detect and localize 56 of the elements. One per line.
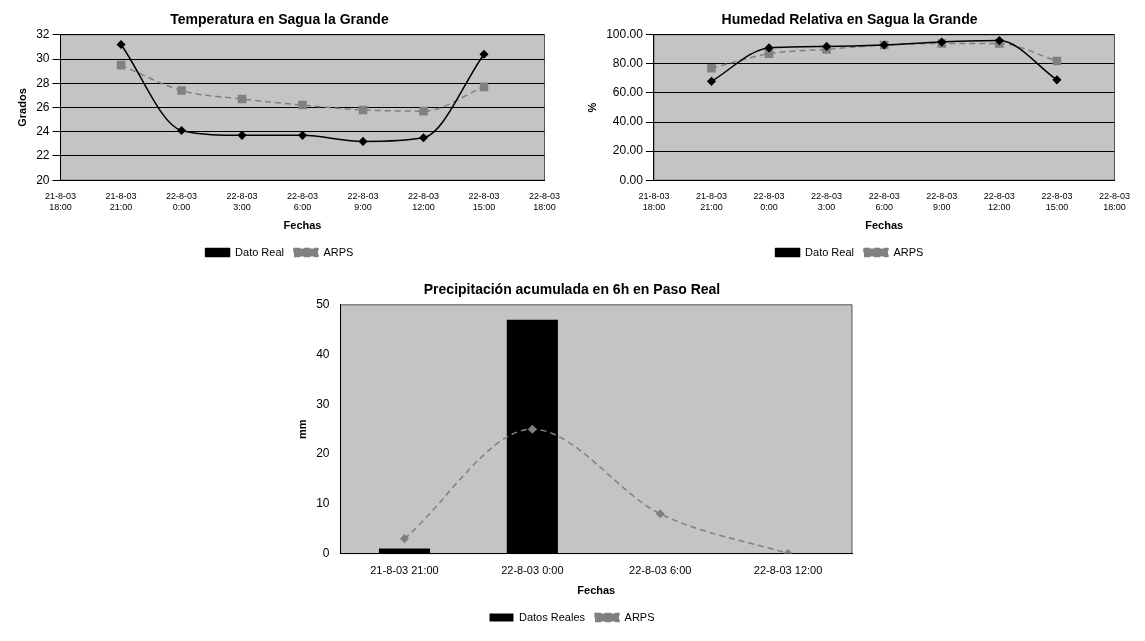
x-tick-label: 21-8-03 21:00 — [105, 191, 137, 212]
y-tick-label: 40 — [316, 346, 330, 361]
x-tick-label: 21-8-03 18:00 — [638, 191, 670, 212]
chart-title: Humedad Relativa en Sagua la Grande — [721, 11, 978, 28]
y-tick-label: 100.00 — [606, 27, 644, 42]
legend-label: ARPS — [323, 245, 354, 258]
legend-label: Dato Real — [235, 245, 284, 258]
y-tick-label: 50 — [316, 297, 330, 312]
y-tick-label: 26 — [36, 99, 50, 114]
y-tick-label: 30 — [36, 51, 50, 66]
x-tick-label: 22-8-03 15:00 — [1041, 191, 1073, 212]
x-tick-label: 22-8-03 0:00 — [753, 191, 785, 212]
legend-label: Dato Real — [805, 245, 854, 258]
y-tick-label: 60.00 — [612, 85, 644, 100]
x-tick-label: 22-8-03 18:00 — [1098, 191, 1131, 212]
x-tick-label: 22-8-03 12:00 — [407, 191, 440, 212]
x-tick-label: 22-8-03 12:00 — [983, 191, 1015, 212]
y-tick-label: 0.00 — [619, 172, 644, 187]
x-tick-label: 22-8-03 6:00 — [287, 191, 319, 212]
x-tick-label: 22-8-03 15:00 — [468, 191, 500, 212]
x-tick-label: 22-8-03 9:00 — [347, 191, 379, 212]
y-tick-label: 32 — [36, 27, 50, 42]
y-tick-label: 80.00 — [612, 56, 644, 71]
y-tick-label: 40.00 — [612, 114, 644, 129]
x-axis-title: Fechas — [865, 219, 904, 232]
x-tick-label: 21-8-03 18:00 — [45, 191, 77, 212]
x-tick-label: 22-8-03 6:00 — [629, 564, 692, 577]
y-tick-label: 20.00 — [612, 143, 644, 158]
x-tick-label: 22-8-03 12:00 — [753, 564, 823, 577]
y-tick-label: 22 — [36, 148, 50, 163]
x-axis-title: Fechas — [577, 584, 616, 597]
x-tick-label: 22-8-03 6:00 — [868, 191, 900, 212]
x-tick-label: 22-8-03 18:00 — [528, 191, 561, 212]
y-axis-title: mm — [295, 419, 308, 439]
legend-label: Datos Reales — [519, 610, 586, 623]
x-tick-label: 21-8-03 21:00 — [695, 191, 727, 212]
y-axis-title: Grados — [15, 88, 28, 127]
legend-label: ARPS — [624, 610, 655, 623]
x-tick-label: 22-8-03 9:00 — [926, 191, 958, 212]
y-tick-label: 10 — [316, 496, 330, 511]
y-tick-label: 24 — [36, 124, 50, 139]
x-axis-title: Fechas — [283, 219, 322, 232]
y-axis-title: % — [585, 102, 598, 113]
x-tick-label: 22-8-03 3:00 — [811, 191, 843, 212]
legend-label: ARPS — [893, 245, 924, 258]
y-tick-label: 20 — [36, 172, 50, 187]
chart-title: Precipitación acumulada en 6h en Paso Real — [423, 281, 721, 298]
x-tick-label: 22-8-03 0:00 — [166, 191, 198, 212]
y-tick-label: 28 — [36, 75, 50, 90]
x-tick-label: 21-8-03 21:00 — [370, 564, 439, 577]
x-tick-label: 22-8-03 0:00 — [501, 564, 564, 577]
y-tick-label: 0 — [322, 545, 330, 560]
x-tick-label: 22-8-03 3:00 — [226, 191, 258, 212]
y-tick-label: 20 — [316, 446, 330, 461]
y-tick-label: 30 — [316, 396, 330, 411]
chart-title: Temperatura en Sagua la Grande — [170, 11, 389, 28]
